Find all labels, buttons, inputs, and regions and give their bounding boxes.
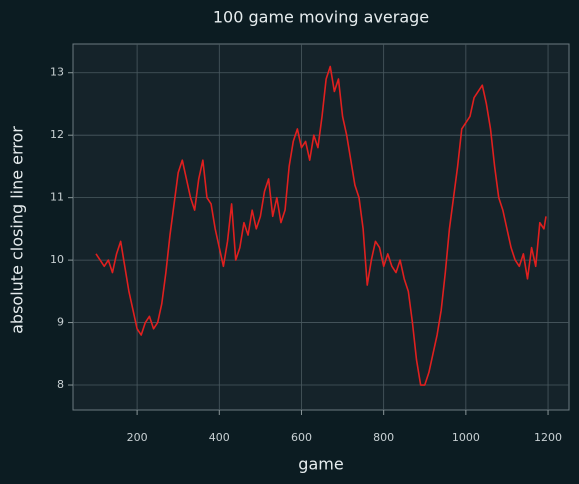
x-tick-label: 800	[373, 431, 394, 444]
x-tick-label: 400	[209, 431, 230, 444]
plot-area	[72, 43, 570, 411]
x-tick-label: 1200	[534, 431, 562, 444]
y-tick-label: 10	[50, 253, 64, 266]
y-tick-label: 11	[50, 191, 64, 204]
y-tick-label: 8	[57, 378, 64, 391]
chart-title: 100 game moving average	[213, 8, 429, 27]
y-tick-label: 12	[50, 128, 64, 141]
y-tick-label: 9	[57, 316, 64, 329]
x-tick-label: 600	[291, 431, 312, 444]
y-axis-label: absolute closing line error	[8, 126, 27, 334]
x-axis-label: game	[298, 455, 343, 474]
y-tick-label: 13	[50, 66, 64, 79]
data-line	[95, 65, 547, 386]
x-tick-label: 200	[127, 431, 148, 444]
x-tick-label: 1000	[452, 431, 480, 444]
